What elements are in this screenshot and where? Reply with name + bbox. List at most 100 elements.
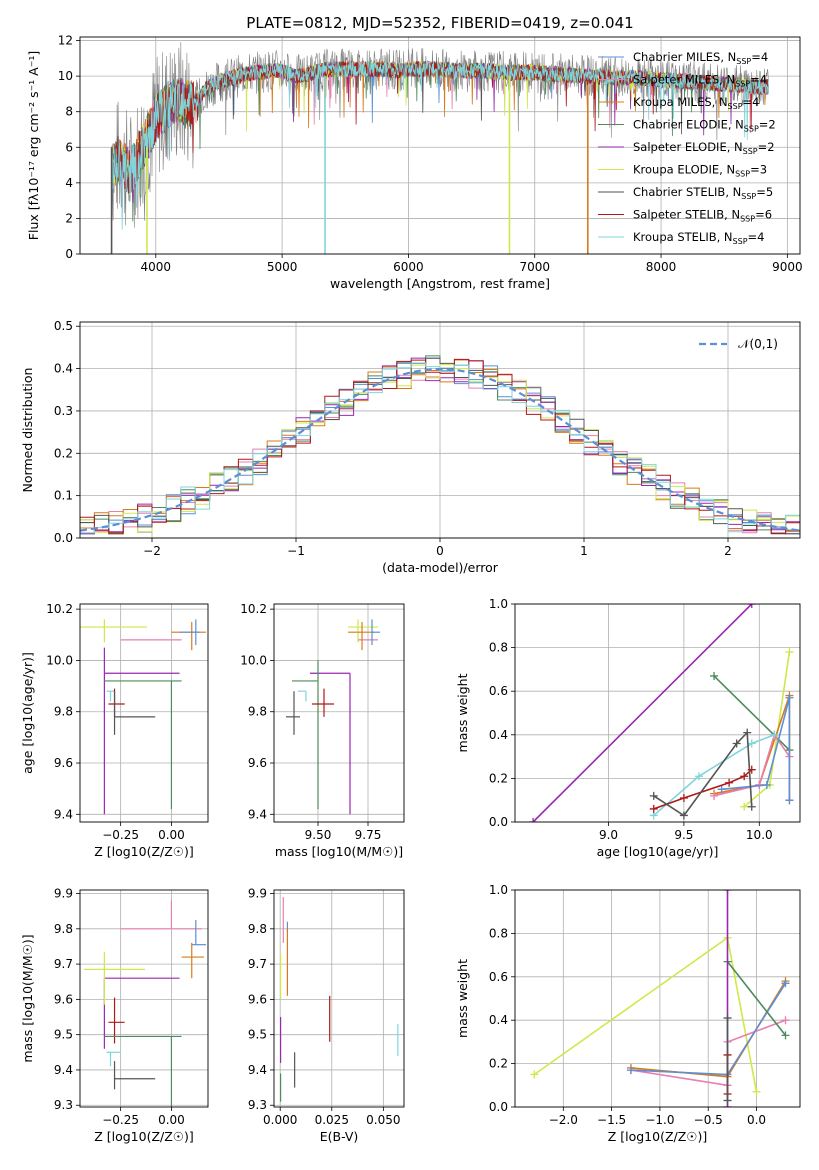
legend: 𝒩(0,1)	[699, 337, 778, 351]
y-tick-label: 9.4	[54, 807, 73, 821]
y-tick-label: 2	[65, 211, 73, 225]
axes-spectrum: 4000 5000 6000 7000 8000 9000 0 2 4 6 8 10 12 wavelen…	[26, 34, 803, 291]
y-tick-label: 9.6	[248, 756, 267, 770]
y-tick-label: 10.2	[46, 602, 73, 616]
x-tick-label: 9000	[772, 260, 803, 274]
plot-area	[110, 41, 769, 254]
weight-marker	[710, 791, 719, 800]
errorbar-point-chabrier-elodie	[292, 660, 319, 810]
weight-marker	[747, 802, 756, 811]
legend-label-kroupa-elodie: Kroupa ELODIE, NSSP=3	[633, 163, 767, 179]
y-tick-label: 9.9	[54, 887, 73, 901]
weight-series-chabrier-stelib	[649, 728, 756, 820]
plot-area	[530, 890, 790, 1107]
y-tick-label: 0.2	[489, 771, 508, 785]
y-tick-label: 9.4	[54, 1063, 73, 1077]
y-tick-label: 0.6	[489, 684, 508, 698]
x-tick-label: 8000	[646, 260, 677, 274]
grid	[80, 890, 208, 1107]
x-tick-label: −1.5	[597, 1113, 626, 1127]
x-tick-label: 0.025	[315, 1113, 349, 1127]
y-tick-label: 6	[65, 140, 73, 154]
axes-frame	[79, 36, 801, 255]
x-axis-label: Z [log10(Z/Z☉)]	[94, 1129, 194, 1144]
x-tick-label: −1.0	[645, 1113, 674, 1127]
y-tick-label: 9.7	[248, 957, 267, 971]
weight-line	[532, 604, 753, 822]
weight-marker	[785, 647, 794, 656]
y-tick-label: 9.6	[54, 756, 73, 770]
y-axis-label: Normed distribution	[20, 368, 35, 493]
weight-marker	[781, 1031, 790, 1040]
y-tick-label: 9.3	[54, 1098, 73, 1112]
weight-marker	[743, 728, 752, 737]
errorbar-point-kroupa-stelib	[106, 690, 115, 702]
x-tick-label: 10.0	[746, 828, 773, 842]
y-tick-label: 8	[65, 105, 73, 119]
weight-marker	[747, 739, 756, 748]
spectrum-line-kroupa-stelib	[111, 60, 769, 230]
errorbar-point-kroupa-miles	[348, 621, 374, 651]
y-tick-label: 0	[65, 247, 73, 261]
x-tick-label: 9.5	[674, 828, 693, 842]
weight-line	[713, 732, 791, 797]
grid	[274, 890, 404, 1107]
y-tick-label: 1.0	[489, 597, 508, 611]
weight-marker	[530, 1070, 539, 1079]
legend-label-chabrier-elodie: Chabrier ELODIE, NSSP=2	[633, 118, 776, 134]
weight-marker	[679, 811, 688, 820]
weight-marker	[762, 780, 771, 789]
weight-series-salpeter-stelib	[649, 765, 756, 813]
y-tick-label: 0.6	[489, 970, 508, 984]
weight-series-chabrier-stelib	[723, 1014, 732, 1105]
plot-area	[286, 619, 380, 815]
errorbar-point-kroupa-miles	[181, 942, 204, 979]
plot-area	[84, 900, 206, 1107]
y-tick-label: 10.0	[46, 653, 73, 667]
errorbar-point-kroupa-stelib	[106, 1051, 121, 1067]
weight-marker	[694, 772, 703, 781]
weight-marker	[781, 979, 790, 988]
y-tick-label: 9.3	[248, 1098, 267, 1112]
legend-label-chabrier-miles: Chabrier MILES, NSSP=4	[633, 50, 768, 66]
weight-marker	[626, 1066, 635, 1075]
y-tick-label: 0.4	[489, 1013, 508, 1027]
grid	[80, 322, 800, 539]
grid	[80, 604, 208, 822]
x-axis-label: mass [log10(M/M☉)]	[275, 844, 403, 859]
axes-frame	[273, 889, 405, 1108]
y-tick-label: 0.8	[489, 641, 508, 655]
y-tick-label: 0.5	[54, 319, 73, 333]
weight-marker	[747, 604, 756, 608]
x-tick-label: 6000	[393, 260, 424, 274]
x-tick-label: 0.0	[747, 1113, 766, 1127]
errorbar-point-chabrier-stelib	[113, 691, 156, 735]
plot-area	[80, 355, 800, 535]
errorbar-point-salpeter-elodie	[103, 647, 180, 815]
x-tick-label: 9.75	[355, 828, 382, 842]
y-tick-label: 1.0	[489, 883, 508, 897]
y-tick-label: 12	[58, 34, 73, 48]
weight-marker	[679, 794, 688, 803]
y-tick-label: 0.0	[489, 815, 508, 829]
weight-marker	[649, 804, 658, 813]
weight-marker	[740, 772, 749, 781]
y-tick-label: 0.1	[54, 489, 73, 503]
y-tick-label: 9.8	[54, 922, 73, 936]
axes-frame	[79, 603, 209, 823]
x-tick-label: 0.00	[158, 1113, 185, 1127]
errorbar-point-chabrier-stelib	[113, 1061, 156, 1090]
errorbar-point-kroupa-miles	[171, 621, 206, 651]
x-tick-label: 0.050	[366, 1113, 400, 1127]
figure-title: PLATE=0812, MJD=52352, FIBERID=0419, z=0…	[246, 14, 633, 32]
x-tick-label: −0.5	[694, 1113, 723, 1127]
grid	[515, 603, 800, 823]
errorbar-point-chabrier-miles	[179, 619, 200, 646]
x-tick-label: 0.00	[158, 828, 185, 842]
axes-mass_vs_Z: −0.25 0.00 9.3 9.4 9.5 9.6 9.7 9.8 9.9 Z [log10(Z…	[20, 887, 209, 1144]
y-tick-label: 10.0	[240, 653, 267, 667]
axes-age_vs_mass: 9.50 9.75 9.4 9.6 9.8 10.0 10.2 mass [log10(M/M…	[240, 602, 405, 859]
x-tick-label: 1	[580, 544, 588, 558]
y-tick-label: 9.5	[54, 1028, 73, 1042]
